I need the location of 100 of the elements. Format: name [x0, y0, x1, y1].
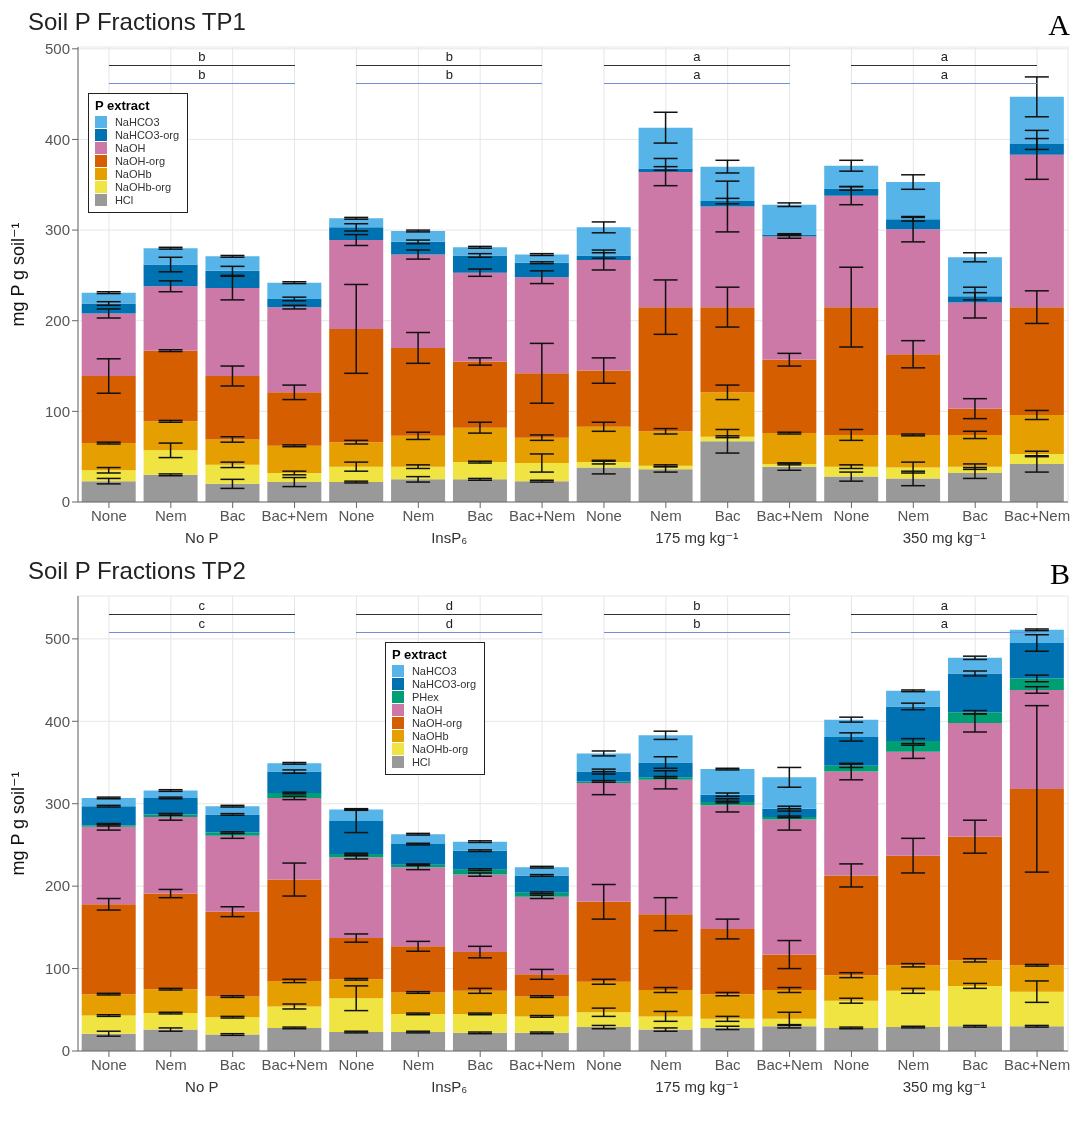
bar: [205, 439, 260, 465]
bar: [762, 236, 817, 360]
x-tick-label: Bac+Nem: [1003, 506, 1071, 524]
bar: [886, 855, 941, 966]
bar: [824, 476, 879, 502]
annotation: a: [939, 616, 949, 632]
bar: [329, 998, 384, 1033]
bar: [886, 478, 941, 502]
legend-label: HCl: [114, 194, 134, 206]
bar: [514, 277, 569, 374]
bar: [514, 974, 569, 997]
x-tick-label: Bac+Nem: [261, 1055, 328, 1073]
bar: [514, 996, 569, 1017]
x-tick-label: Bac+Nem: [1003, 1055, 1071, 1073]
annotation: a: [939, 598, 949, 614]
bar: [205, 464, 260, 484]
bar: [947, 473, 1002, 502]
bar: [267, 1006, 322, 1028]
bar: [638, 1029, 693, 1051]
bar: [452, 479, 507, 502]
bar: [514, 481, 569, 502]
bar: [638, 779, 693, 915]
bar: [762, 466, 817, 502]
bar: [576, 370, 631, 427]
legend-label: NaHCO3-org: [411, 678, 477, 690]
bar: [1009, 96, 1064, 144]
x-tick-label: Bac: [714, 1055, 742, 1073]
bar: [267, 879, 322, 981]
bar: [205, 911, 260, 997]
bar: [143, 816, 198, 894]
bar: [824, 1000, 879, 1028]
bar: [329, 328, 384, 443]
y-tick-label: 0: [61, 1042, 70, 1060]
x-tick-label: Bac+Nem: [261, 506, 328, 524]
bar: [267, 771, 322, 793]
x-tick-label: None: [833, 1055, 870, 1073]
bar: [205, 996, 260, 1018]
bar: [205, 256, 260, 271]
bar: [81, 292, 136, 304]
y-tick-label: 200: [44, 312, 70, 330]
bar: [762, 954, 817, 990]
bar: [267, 282, 322, 299]
bar: [762, 819, 817, 955]
bar: [762, 359, 817, 434]
bar: [329, 1032, 384, 1051]
bar: [81, 481, 136, 502]
bar: [205, 835, 260, 912]
legend-title: P extract: [94, 97, 151, 113]
y-tick-label: 300: [44, 795, 70, 813]
bar: [514, 896, 569, 975]
bar: [886, 690, 941, 707]
bar: [81, 826, 136, 905]
bar: [947, 434, 1002, 467]
y-tick-label: 400: [44, 130, 70, 148]
x-tick-label: Bac: [714, 506, 742, 524]
bar: [824, 1027, 879, 1051]
bar: [762, 777, 817, 809]
legend-label: NaHCO3: [411, 665, 457, 677]
bar: [452, 272, 507, 362]
bar: [81, 1015, 136, 1034]
bar: [1009, 642, 1064, 679]
bar: [700, 206, 755, 308]
bar: [143, 989, 198, 1014]
bar: [947, 1026, 1002, 1051]
bar: [638, 735, 693, 763]
bar: [143, 350, 198, 422]
bar: [824, 434, 879, 467]
x-tick-label: Nem: [649, 1055, 682, 1073]
bar: [886, 965, 941, 991]
bar: [700, 1018, 755, 1028]
x-tick-label: Bac: [467, 506, 494, 524]
bar: [391, 992, 446, 1014]
x-tick-label: Nem: [402, 1055, 435, 1073]
legend-label: NaOHb-org: [114, 181, 172, 193]
bar: [638, 172, 693, 308]
x-tick-label: Bac: [962, 1055, 989, 1073]
annotation: a: [692, 67, 702, 83]
bar: [700, 769, 755, 795]
text: No P: [184, 529, 220, 546]
x-tick-label: Bac+Nem: [756, 1055, 823, 1073]
x-tick-label: Nem: [154, 506, 187, 524]
y-axis-title: mg P g soil⁻¹: [8, 771, 29, 876]
bar: [947, 985, 1002, 1027]
bar: [267, 797, 322, 880]
legend-label: NaOHb: [114, 168, 152, 180]
bar: [638, 990, 693, 1017]
annotation: b: [692, 616, 702, 632]
bar: [886, 706, 941, 742]
bar: [638, 307, 693, 432]
bar: [81, 994, 136, 1016]
y-tick-label: 200: [44, 877, 70, 895]
bar: [576, 227, 631, 256]
annotation: a: [692, 49, 702, 65]
bar: [638, 431, 693, 466]
bar: [824, 975, 879, 1001]
bar: [143, 264, 198, 287]
annotation: b: [197, 67, 207, 83]
x-tick-label: Nem: [402, 506, 435, 524]
legend-label: NaOH: [114, 142, 146, 154]
bar: [205, 814, 260, 833]
